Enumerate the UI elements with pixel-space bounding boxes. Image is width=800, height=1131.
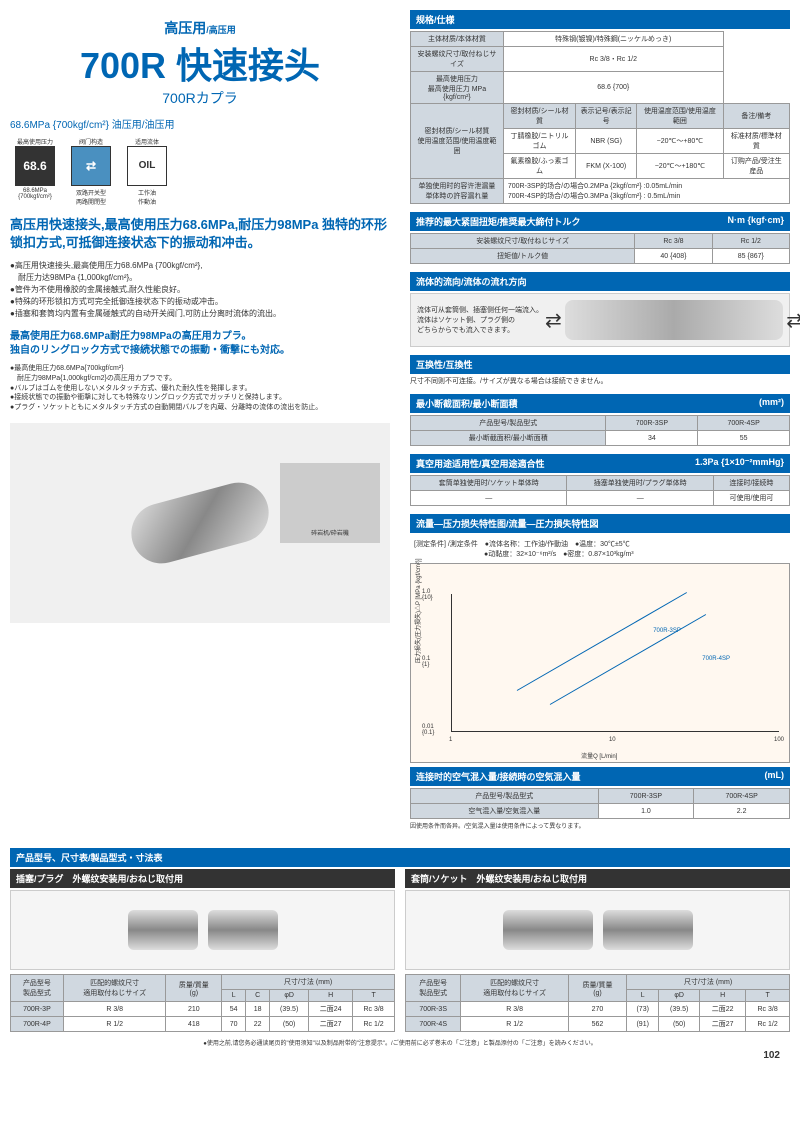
category: 高压用/高压用 <box>10 18 390 38</box>
spec-hdr: 规格/仕様 <box>410 10 790 29</box>
desc-jp-sub: ●最高使用圧力68.6MPa{700kgf/cm²} 耐圧力98MPa{1,00… <box>10 364 390 413</box>
chart-hdr: 流量—压力损失特性图/流量—圧力損失特性図 <box>410 514 790 533</box>
badges: 最高使用压力68.668.6MPa{700kgf/cm²} 阀门构造⇄双路开关型… <box>10 137 390 206</box>
spec-line: 68.6MPa {700kgf/cm²} 油压用/油压用 <box>10 116 390 131</box>
torque-table: 安装螺纹尺寸/取付ねじサイズRc 3/8Rc 1/2 扭矩值/トルク値40 {4… <box>410 233 790 264</box>
compat-txt: 尺寸不同则不可连接。/サイズが異なる場合は接続できません。 <box>410 376 790 386</box>
torque-hdr: 推荐的最大紧固扭矩/推奨最大締付トルクN·m {kgf·cm} <box>410 212 790 231</box>
page-number: 102 <box>763 1050 780 1061</box>
air-note: 因使用条件而各异。/空気混入量は使用条件によって異なります。 <box>410 821 790 830</box>
air-table: 产品型号/製品型式700R-3SP700R-4SP 空气混入量/空気混入量1.0… <box>410 788 790 819</box>
vacuum-hdr: 真空用途适用性/真空用途適合性1.3Pa {1×10⁻²mmHg} <box>410 454 790 473</box>
air-hdr: 连接时的空气混入量/接続時の空気混入量(mL) <box>410 767 790 786</box>
product-title: 700R 快速接头 <box>10 46 390 86</box>
cross-hdr: 最小断截面积/最小断面積(mm²) <box>410 394 790 413</box>
cross-table: 产品型号/製品型式700R-3SP700R-4SP 最小断截面积/最小断面積34… <box>410 415 790 446</box>
desc-main: 高压用快速接头,最高使用压力68.6MPa,耐压力98MPa 独特的环形锁扣方式… <box>10 216 390 252</box>
desc-jp: 最高使用圧力68.6MPa耐圧力98MPaの高圧用カプラ。 独自のリングロック方… <box>10 330 390 358</box>
product-image: 碎岩机/砕岩機 <box>10 423 390 623</box>
footer-note: ●使用之前,请您务必通读尾页的"使用须知"以及制品附带的"注意提示"。/ご使用前… <box>10 1038 790 1047</box>
flow-diagram: 流体可从套筒侧、插塞侧任何一端流入。 流体はソケット側、プラグ側の どちらからで… <box>410 293 790 347</box>
flow-hdr: 流体的流向/流体の流れ方向 <box>410 272 790 291</box>
size-hdr: 产品型号、尺寸表/製品型式・寸法表 <box>10 848 790 867</box>
product-sub: 700Rカプラ <box>10 88 390 108</box>
socket-diagram <box>405 890 790 970</box>
compat-hdr: 互换性/互換性 <box>410 355 790 374</box>
chart: 压力损失(圧力損失)△P [MPa {kgf/cm²}] 700R-3SP 70… <box>410 563 790 763</box>
chart-cond: [测定条件] /測定条件 ●流体名称：工作油/作動油 ●温度：30℃±5℃ ●动… <box>410 535 790 563</box>
plug-table: 产品型号 製品型式匹配的螺纹尺寸 適用取付ねじサイズ质量/質量 (g)尺寸/寸法… <box>10 974 395 1032</box>
desc-bullets: ●高压用快速接头,最高使用压力68.6MPa {700kgf/cm²}, 耐压力… <box>10 260 390 320</box>
socket-title: 套筒/ソケット 外螺纹安装用/おねじ取付用 <box>405 869 790 888</box>
socket-table: 产品型号 製品型式匹配的螺纹尺寸 適用取付ねじサイズ质量/質量 (g)尺寸/寸法… <box>405 974 790 1032</box>
plug-title: 插塞/プラグ 外螺纹安装用/おねじ取付用 <box>10 869 395 888</box>
plug-diagram <box>10 890 395 970</box>
spec-table: 主体材质/本体材質特殊钢(镀镍)/特殊鋼(ニッケルめっき) 安装螺纹尺寸/取付ね… <box>410 31 790 204</box>
vacuum-table: 套筒单独使用时/ソケット単体時插塞单独使用时/プラグ単体時连接时/接続時 ——可… <box>410 475 790 506</box>
